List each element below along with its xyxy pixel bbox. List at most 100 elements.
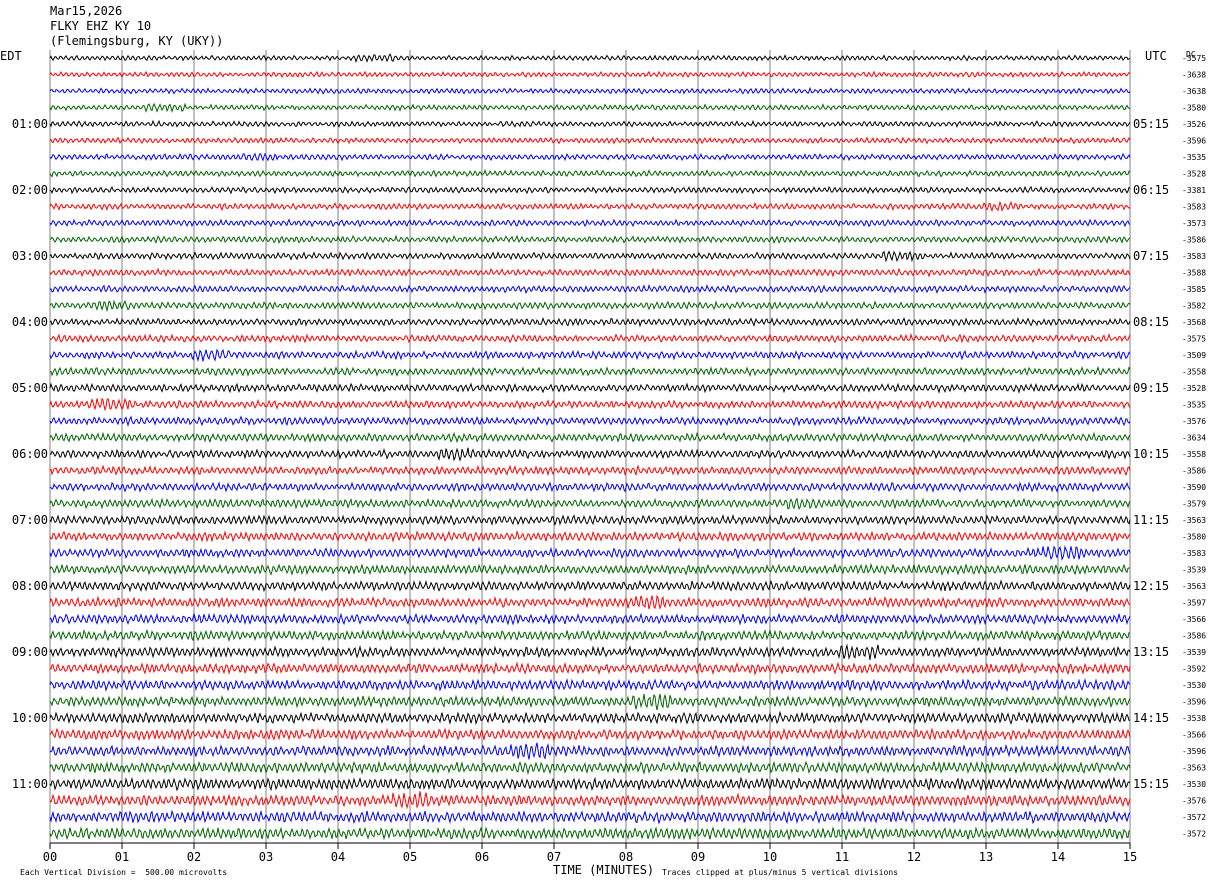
trace-line bbox=[49, 710, 1131, 726]
left-time-label: 01:00 bbox=[12, 117, 48, 131]
dc-offset-label: -3586 bbox=[1182, 632, 1206, 641]
trace-line bbox=[49, 497, 1131, 510]
dc-offset-label: -3539 bbox=[1182, 648, 1206, 657]
dc-label: DC bbox=[1186, 50, 1196, 59]
trace-line bbox=[49, 415, 1131, 427]
trace-line bbox=[49, 661, 1131, 676]
left-time-label: 11:00 bbox=[12, 777, 48, 791]
trace-line bbox=[49, 397, 1131, 412]
x-tick-label: 15 bbox=[1123, 850, 1137, 864]
trace-line bbox=[49, 643, 1131, 660]
right-time-label: 13:15 bbox=[1133, 645, 1169, 659]
dc-offset-label: -3582 bbox=[1182, 302, 1206, 311]
trace-line bbox=[49, 760, 1131, 776]
dc-offset-label: -3539 bbox=[1182, 566, 1206, 575]
trace-line bbox=[49, 169, 1131, 178]
trace-line bbox=[49, 283, 1131, 295]
dc-offset-label: -3535 bbox=[1182, 401, 1206, 410]
clip-note: Traces clipped at plus/minus 5 vertical … bbox=[662, 868, 899, 877]
trace-line bbox=[49, 464, 1131, 477]
x-tick-label: 14 bbox=[1051, 850, 1065, 864]
right-time-label: 08:15 bbox=[1133, 315, 1169, 329]
left-time-label: 03:00 bbox=[12, 249, 48, 263]
dc-offset-label: -3558 bbox=[1182, 450, 1206, 459]
right-time-label: 15:15 bbox=[1133, 777, 1169, 791]
dc-offset-label: -3563 bbox=[1182, 516, 1206, 525]
dc-offset-label: -3530 bbox=[1182, 681, 1206, 690]
dc-offset-label: -3575 bbox=[1182, 54, 1206, 63]
trace-line bbox=[49, 678, 1131, 692]
scale-note: Each Vertical Division = 500.00 microvol… bbox=[20, 868, 228, 877]
trace-line bbox=[49, 594, 1131, 610]
right-time-label: 12:15 bbox=[1133, 579, 1169, 593]
trace-line bbox=[49, 776, 1131, 792]
dc-offset-label: -3563 bbox=[1182, 582, 1206, 591]
trace-line bbox=[49, 612, 1131, 626]
trace-line bbox=[49, 530, 1131, 543]
dc-offset-label: -3528 bbox=[1182, 170, 1206, 179]
x-tick-label: 09 bbox=[691, 850, 705, 864]
trace-line bbox=[50, 365, 1131, 378]
trace-line bbox=[49, 348, 1131, 363]
tz-left-label: EDT bbox=[0, 49, 22, 63]
dc-offset-label: -3573 bbox=[1182, 219, 1206, 228]
trace-line bbox=[49, 135, 1131, 145]
trace-line bbox=[49, 544, 1131, 561]
x-tick-label: 12 bbox=[907, 850, 921, 864]
trace-line bbox=[49, 579, 1131, 593]
right-time-label: 05:15 bbox=[1133, 117, 1169, 131]
dc-offset-label: -3638 bbox=[1182, 87, 1206, 96]
trace-line bbox=[49, 299, 1131, 313]
left-time-label: 02:00 bbox=[12, 183, 48, 197]
location-label: (Flemingsburg, KY (UKY)) bbox=[50, 34, 224, 48]
dc-offset-label: -3634 bbox=[1182, 434, 1206, 443]
dc-offset-label: -3580 bbox=[1182, 104, 1206, 113]
x-tick-label: 08 bbox=[619, 850, 633, 864]
trace-group bbox=[49, 53, 1131, 841]
trace-line bbox=[49, 200, 1131, 213]
trace-line bbox=[49, 250, 1131, 263]
x-tick-label: 01 bbox=[115, 850, 129, 864]
dc-offset-label: -3586 bbox=[1182, 467, 1206, 476]
x-tick-label: 00 bbox=[43, 850, 57, 864]
dc-offset-label: -3568 bbox=[1182, 318, 1206, 327]
right-time-label: 09:15 bbox=[1133, 381, 1169, 395]
dc-offset-label: -3596 bbox=[1182, 698, 1206, 707]
dc-offset-label: -3597 bbox=[1182, 599, 1206, 608]
trace-line bbox=[49, 791, 1131, 810]
time-labels: 01:00 02:00 03:00 04:00 05:00 06:00 07:00 08:00… bbox=[12, 117, 1169, 791]
trace-line bbox=[49, 809, 1131, 825]
x-axis-title: TIME (MINUTES) bbox=[553, 863, 655, 877]
left-time-label: 10:00 bbox=[12, 711, 48, 725]
trace-line bbox=[49, 234, 1131, 245]
dc-offset-label: -3575 bbox=[1182, 335, 1206, 344]
dc-offset-labels: -3575 -3638 -3638 -3580 -3526 -3596 -3535 -3528… bbox=[1182, 54, 1206, 839]
trace-line bbox=[49, 102, 1131, 114]
right-time-label: 06:15 bbox=[1133, 183, 1169, 197]
trace-line bbox=[49, 513, 1131, 527]
dc-offset-label: -3588 bbox=[1182, 269, 1206, 278]
dc-offset-label: -3638 bbox=[1182, 71, 1206, 80]
dc-offset-label: -3592 bbox=[1182, 665, 1206, 674]
dc-offset-label: -3509 bbox=[1182, 351, 1206, 360]
trace-line bbox=[49, 86, 1131, 95]
dc-offset-label: -3566 bbox=[1182, 731, 1206, 740]
left-time-label: 08:00 bbox=[12, 579, 48, 593]
x-tick-label: 13 bbox=[979, 850, 993, 864]
trace-line bbox=[49, 628, 1131, 643]
x-tick-label: 03 bbox=[259, 850, 273, 864]
dc-offset-label: -3585 bbox=[1182, 285, 1206, 294]
right-time-label: 14:15 bbox=[1133, 711, 1169, 725]
left-time-label: 07:00 bbox=[12, 513, 48, 527]
x-tick-label: 10 bbox=[763, 850, 777, 864]
right-time-label: 07:15 bbox=[1133, 249, 1169, 263]
dc-offset-label: -3576 bbox=[1182, 417, 1206, 426]
dc-offset-label: -3572 bbox=[1182, 813, 1206, 822]
dc-offset-label: -3535 bbox=[1182, 153, 1206, 162]
trace-line bbox=[49, 431, 1131, 444]
station-label: FLKY EHZ KY 10 bbox=[50, 19, 152, 33]
x-tick-label: 05 bbox=[403, 850, 417, 864]
dc-offset-label: -3566 bbox=[1182, 615, 1206, 624]
x-tick-label: 04 bbox=[331, 850, 345, 864]
